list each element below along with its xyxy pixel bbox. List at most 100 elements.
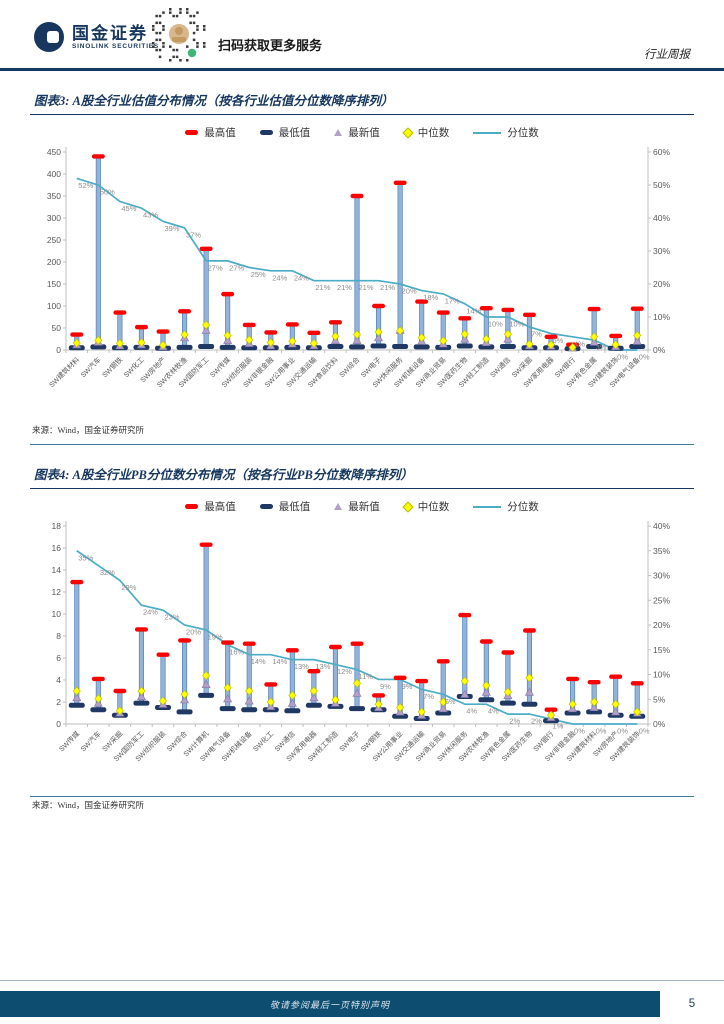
svg-text:4: 4 [56,675,61,685]
svg-text:10%: 10% [653,670,670,680]
svg-text:4%: 4% [488,707,499,716]
svg-text:20%: 20% [653,620,670,630]
svg-text:9%: 9% [380,682,391,691]
median-marker-icon [402,500,414,513]
svg-text:0%: 0% [639,727,650,736]
page-footer: 敬请参阅最后一页特别声明 5 [0,980,724,1020]
svg-text:150: 150 [47,279,61,289]
svg-text:15%: 15% [653,645,670,655]
legend-label: 最低值 [278,501,311,513]
svg-text:35%: 35% [78,553,93,562]
svg-text:0: 0 [56,719,61,729]
svg-text:12%: 12% [337,667,352,676]
qr-code-icon[interactable] [152,8,206,64]
svg-text:25%: 25% [653,595,670,605]
svg-text:14%: 14% [466,306,481,315]
svg-text:6%: 6% [445,697,456,706]
legend-item-latest: 最新值 [334,499,380,514]
figure-divider [30,796,694,797]
legend-label: 最新值 [348,501,380,513]
svg-text:SW汽车: SW汽车 [79,355,103,379]
svg-text:350: 350 [47,191,61,201]
percentile-marker-icon [473,131,502,134]
svg-text:1%: 1% [553,722,564,731]
svg-text:0%: 0% [653,719,666,729]
svg-text:SW化工: SW化工 [251,729,275,753]
legend-label: 最低值 [278,127,311,139]
svg-text:0%: 0% [596,727,607,736]
svg-text:10%: 10% [509,320,524,329]
legend-item-percentile: 分位数 [473,499,539,514]
footer-disclaimer: 敬请参阅最后一页特别声明 [269,999,390,1010]
svg-text:13%: 13% [294,662,309,671]
footer-disclaimer-bar: 敬请参阅最后一页特别声明 [0,991,660,1017]
figure-divider [30,444,694,445]
svg-text:20%: 20% [653,279,670,289]
svg-text:19%: 19% [208,632,223,641]
report-content: 图表3: A股全行业估值分布情况（按各行业估值分位数降序排列） 最高值 最低值 … [30,71,694,819]
figure4-source: 来源：Wind，国金证券研究所 [32,800,145,810]
svg-text:37%: 37% [186,230,201,239]
svg-text:SW综合: SW综合 [337,355,361,379]
svg-text:32%: 32% [100,568,115,577]
svg-text:16%: 16% [229,647,244,656]
svg-text:450: 450 [47,147,61,157]
brand-name-cn: 国金证券 [72,23,148,43]
svg-text:9%: 9% [402,682,413,691]
svg-text:27%: 27% [208,263,223,272]
svg-text:0%: 0% [639,353,650,362]
svg-text:8: 8 [56,631,61,641]
svg-text:SW通信: SW通信 [488,355,512,379]
legend-label: 中位数 [417,501,450,513]
svg-text:0%: 0% [617,353,628,362]
latest-marker-icon [334,503,343,510]
svg-text:4%: 4% [574,339,585,348]
svg-text:5%: 5% [553,336,564,345]
sinolink-logo-icon [34,22,64,52]
report-type-label: 行业周报 [644,49,690,61]
svg-text:18%: 18% [423,293,438,302]
svg-text:24%: 24% [294,273,309,282]
svg-text:400: 400 [47,169,61,179]
svg-text:30%: 30% [653,246,670,256]
min-marker-icon [259,504,273,509]
legend-label: 中位数 [417,127,450,139]
svg-text:0: 0 [56,345,61,355]
svg-text:6: 6 [56,653,61,663]
svg-text:39%: 39% [165,224,180,233]
figure3-source: 来源：Wind，国金证券研究所 [32,425,145,435]
legend-item-max: 最高值 [185,125,236,140]
svg-text:52%: 52% [78,181,93,190]
max-marker-icon [185,504,199,509]
svg-text:14: 14 [52,565,62,575]
legend-item-latest: 最新值 [334,125,380,140]
legend-item-max: 最高值 [185,499,236,514]
svg-text:10%: 10% [653,312,670,322]
svg-text:5%: 5% [653,694,666,704]
svg-text:24%: 24% [143,608,158,617]
svg-text:12: 12 [52,587,62,597]
svg-text:SW传媒: SW传媒 [57,729,81,753]
figure4-title: 图表4: A股全行业PB分位数分布情况（按各行业PB分位数降序排列） [30,464,694,489]
legend-label: 最新值 [348,127,380,139]
figure3-legend: 最高值 最低值 最新值 中位数 分位数 [30,125,694,140]
svg-text:50%: 50% [100,188,115,197]
svg-text:SW钢铁: SW钢铁 [100,355,124,379]
legend-item-median: 中位数 [402,125,450,140]
svg-text:100: 100 [47,301,61,311]
svg-text:21%: 21% [315,283,330,292]
legend-item-median: 中位数 [402,499,450,514]
svg-text:25%: 25% [251,270,266,279]
qr-caption: 扫码获取更多服务 [218,38,323,53]
svg-text:4%: 4% [466,707,477,716]
svg-text:11%: 11% [359,672,374,681]
svg-text:45%: 45% [121,204,136,213]
min-marker-icon [259,130,273,135]
svg-text:SW汽车: SW汽车 [79,729,103,753]
legend-label: 分位数 [507,501,539,513]
figure3-chart: 0 50 100 150 200 250 300 350 400 450 0% 10% 20% 30% 40… [47,147,670,389]
svg-text:7%: 7% [531,329,542,338]
svg-text:18: 18 [52,521,62,531]
figure3-title: 图表3: A股全行业估值分布情况（按各行业估值分位数降序排列） [30,90,694,115]
svg-text:20%: 20% [402,287,417,296]
